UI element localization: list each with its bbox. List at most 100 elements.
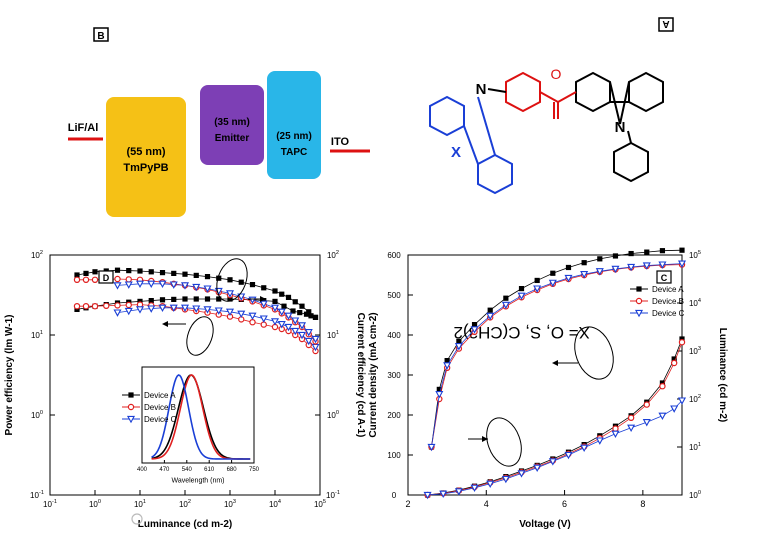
carbazole-bond-n1 (619, 81, 630, 125)
panel-c-curves (423, 247, 687, 500)
panel-c-point-luminance (534, 277, 540, 284)
panel-c-point-luminance (470, 326, 479, 334)
panel-d-point-current_efficiency (137, 298, 143, 304)
panel-d-point-power_efficiency (180, 282, 190, 290)
panel-c-y2label: Luminance (cd m-2) (717, 328, 728, 422)
panel-c-point-current_density (627, 424, 636, 433)
panel-d-xtick-label: 103 (224, 499, 236, 509)
panel-d-point-current_efficiency (193, 296, 199, 302)
carbazole-ring-right (575, 71, 611, 113)
panel-c-point-luminance (550, 270, 556, 276)
panel-d-point-current_efficiency (270, 318, 280, 326)
panel-d-point-power_efficiency (238, 279, 244, 285)
panel-c-point-luminance (454, 343, 463, 351)
panel-c-ticks: 2 4 6 8 0 100 200 300 400 500 600 100 101 102 103 104 10… (387, 250, 701, 509)
panel-d-point-current_efficiency (237, 310, 246, 319)
panel-d-point-current_efficiency (225, 308, 235, 317)
panel-c-oval-luminance (574, 326, 614, 380)
layer-emitter-name: Emitter (215, 133, 250, 144)
panel-d-point-current_efficiency (214, 307, 223, 315)
panel-c-point-luminance (533, 285, 542, 293)
panel-c-point-current_density (642, 419, 651, 427)
panel-d-point-power_efficiency (171, 270, 177, 276)
panel-d-xtick-label: 10-1 (43, 499, 57, 509)
panel-d-point-current_efficiency (284, 323, 293, 332)
panel-a-structure: A X= O, S, C(CH3)2 N O (429, 17, 674, 342)
panel-c-point-luminance (444, 358, 450, 364)
panel-c-point-current_density (611, 430, 620, 439)
panel-d-point-power_efficiency (270, 304, 280, 313)
panel-c-point-luminance (503, 295, 509, 301)
panel-d-point-current_efficiency (135, 306, 145, 314)
panel-d-point-power_efficiency (83, 270, 89, 276)
panel-d-point-current_efficiency (192, 305, 201, 313)
panel-c-point-current_density (678, 339, 686, 346)
panel-c-ytick-label: 200 (387, 411, 401, 420)
panel-d-label: D (103, 273, 110, 283)
layer-emitter-thickness: (35 nm) (214, 117, 250, 128)
panel-c-ytick-label: 500 (387, 291, 401, 300)
bond-phenylene-n (487, 88, 507, 93)
panel-d-point-power_efficiency (124, 281, 133, 289)
panel-c-point-luminance (597, 256, 603, 262)
panel-d-point-power_efficiency (158, 280, 167, 289)
panel-c-legend: Device A Device B Device C (630, 285, 685, 318)
heterocycle-bridge-1 (463, 125, 479, 165)
panel-d-point-power_efficiency (169, 281, 178, 289)
watermark-logo (131, 513, 143, 525)
panel-d-inset-xtick-label: 750 (249, 467, 260, 473)
panel-c-point-current_density (670, 405, 679, 413)
panel-c-line-current_density-device-b (427, 342, 683, 496)
panel-d-legend-marker (128, 392, 134, 398)
panel-c-point-luminance (501, 301, 510, 310)
layer-tmpypb-name: TmPyPB (123, 162, 168, 174)
lif-al-label: LiF/Al (68, 122, 99, 134)
structure-formula: X= O, S, C(CH3)2 (453, 323, 590, 342)
panel-c-point-luminance (658, 261, 667, 269)
panel-c-point-current_density (454, 488, 463, 496)
panel-c-point-luminance (548, 279, 557, 288)
panel-c-point-current_density (643, 401, 650, 408)
panel-d-point-power_efficiency (125, 276, 132, 283)
panel-d-point-current_efficiency (73, 303, 81, 310)
bond-n-phenyl (627, 130, 632, 144)
layer-emitter (200, 85, 264, 165)
panel-c-arrowhead-right (552, 360, 558, 366)
panel-d-label-box (98, 270, 114, 284)
panel-d-point-current_efficiency (103, 302, 110, 310)
panel-d-inset-xtick-label: 540 (182, 467, 193, 473)
panel-c-ytick-label: 100 (387, 451, 401, 460)
panel-c-point-current_density (486, 480, 495, 489)
panel-c-point-current_density (659, 383, 666, 390)
panel-c-point-current_density (533, 464, 542, 473)
panel-c-point-luminance (644, 249, 650, 255)
panel-c-ytick-label: 0 (392, 491, 397, 500)
panel-c-ylabel: Current density (mA cm-2) (368, 312, 379, 437)
panel-d-point-power_efficiency (147, 280, 156, 289)
panel-d-point-power_efficiency (159, 270, 166, 276)
panel-d-point-current_efficiency (171, 296, 177, 302)
panel-d-ylabel: Power efficiency (lm W-1) (4, 315, 15, 436)
panel-c-point-current_density (548, 458, 557, 466)
panel-d-inset-xtick-label: 400 (137, 467, 148, 473)
panel-d-point-current_efficiency (216, 296, 222, 302)
panel-d-point-power_efficiency (74, 272, 80, 278)
panel-c-point-current_density (595, 437, 604, 445)
panel-c-oval-current (486, 417, 522, 467)
panel-c-point-luminance (581, 260, 587, 266)
panel-c-label: C (661, 273, 668, 283)
panel-d-point-power_efficiency (137, 268, 143, 274)
panel-d-inset-xtick-label: 680 (227, 467, 238, 473)
panel-c-point-luminance (642, 262, 651, 270)
panel-c-point-luminance (611, 265, 620, 274)
panel-c-point-luminance (595, 268, 604, 276)
panel-b-label: B (97, 31, 104, 42)
panel-d-efficiency-chart: 10-1 100 101 102 103 104 10510-110010110210-11… (4, 250, 366, 530)
panel-d-inset-xlabel: Wavelength (nm) (171, 477, 224, 484)
panel-c-legend-label: Device A (652, 285, 684, 294)
panel-c-point-current_density (501, 475, 510, 484)
panel-d-point-current_efficiency (125, 301, 132, 309)
panel-c-xlabel: Voltage (V) (519, 519, 570, 530)
